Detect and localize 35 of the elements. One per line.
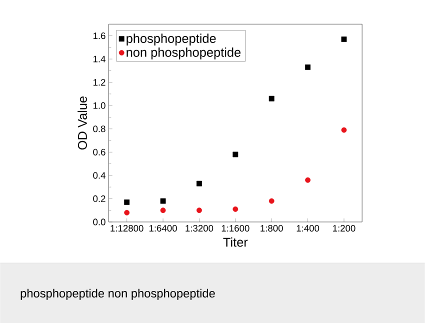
legend-label: non phosphopeptide — [126, 47, 241, 60]
point — [341, 127, 347, 133]
x-tick-label: 1:800 — [260, 224, 283, 232]
point — [268, 96, 274, 102]
y-tick-label: 1.4 — [93, 56, 106, 62]
x-axis-title: Titer — [223, 237, 248, 247]
x-tick-label: 1:1600 — [222, 224, 250, 232]
x-tick-label: 1:6400 — [149, 224, 177, 232]
point — [232, 206, 238, 212]
point — [232, 152, 238, 158]
point — [196, 180, 202, 186]
x-tick-label: 1:3200 — [186, 224, 214, 232]
y-tick-label: 1.6 — [93, 32, 106, 39]
point — [305, 64, 311, 70]
x-tick-label: 1:200 — [333, 224, 356, 232]
point — [268, 198, 274, 204]
point — [160, 207, 166, 213]
point — [160, 198, 166, 204]
point — [124, 199, 130, 205]
x-tick-label: 1:12800 — [110, 224, 144, 232]
x-tick-label: 1:400 — [296, 224, 320, 232]
point — [196, 207, 202, 213]
legend-label: phosphopeptide — [126, 33, 216, 46]
point — [124, 210, 130, 216]
point — [341, 36, 347, 42]
y-tick-label: 0.0 — [93, 218, 106, 226]
y-tick-label: 1.0 — [93, 102, 106, 109]
y-tick-label: 0.2 — [93, 195, 106, 202]
y-tick-label: 0.4 — [93, 172, 106, 179]
y-tick-label: 1.2 — [93, 78, 106, 86]
point — [305, 177, 311, 183]
y-axis-title: OD Value — [78, 96, 87, 150]
text: phosphopeptide non phosphopeptide — [20, 288, 215, 300]
y-tick-label: 0.8 — [93, 125, 106, 132]
y-tick-label: 0.6 — [93, 148, 106, 156]
